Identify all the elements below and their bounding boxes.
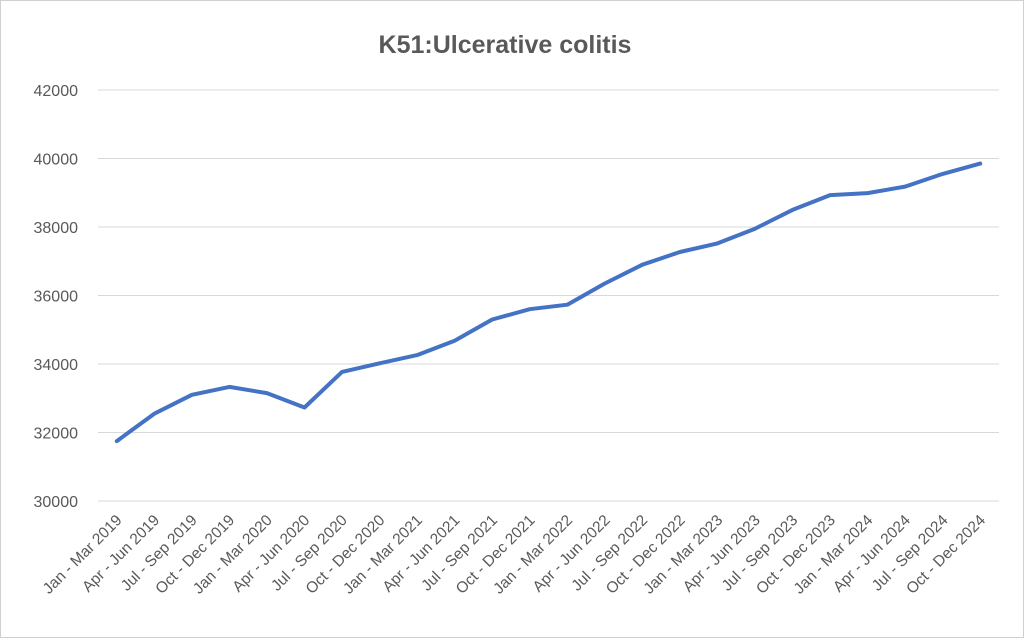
y-tick-label: 40000	[34, 152, 79, 169]
y-tick-label: 36000	[34, 289, 79, 306]
y-tick-label: 32000	[34, 426, 79, 443]
gridlines	[98, 89, 999, 502]
series-line-0	[114, 161, 983, 444]
y-tick-label: 34000	[34, 357, 79, 374]
y-tick-label: 30000	[34, 494, 79, 511]
y-axis-ticks: 30000 32000 34000 36000 38000 40000 42000	[34, 83, 79, 511]
y-tick-label: 38000	[34, 220, 79, 237]
series-layer	[114, 161, 983, 444]
y-tick-label: 42000	[34, 83, 79, 100]
chart-title: K51:Ulcerative colitis	[379, 31, 632, 59]
